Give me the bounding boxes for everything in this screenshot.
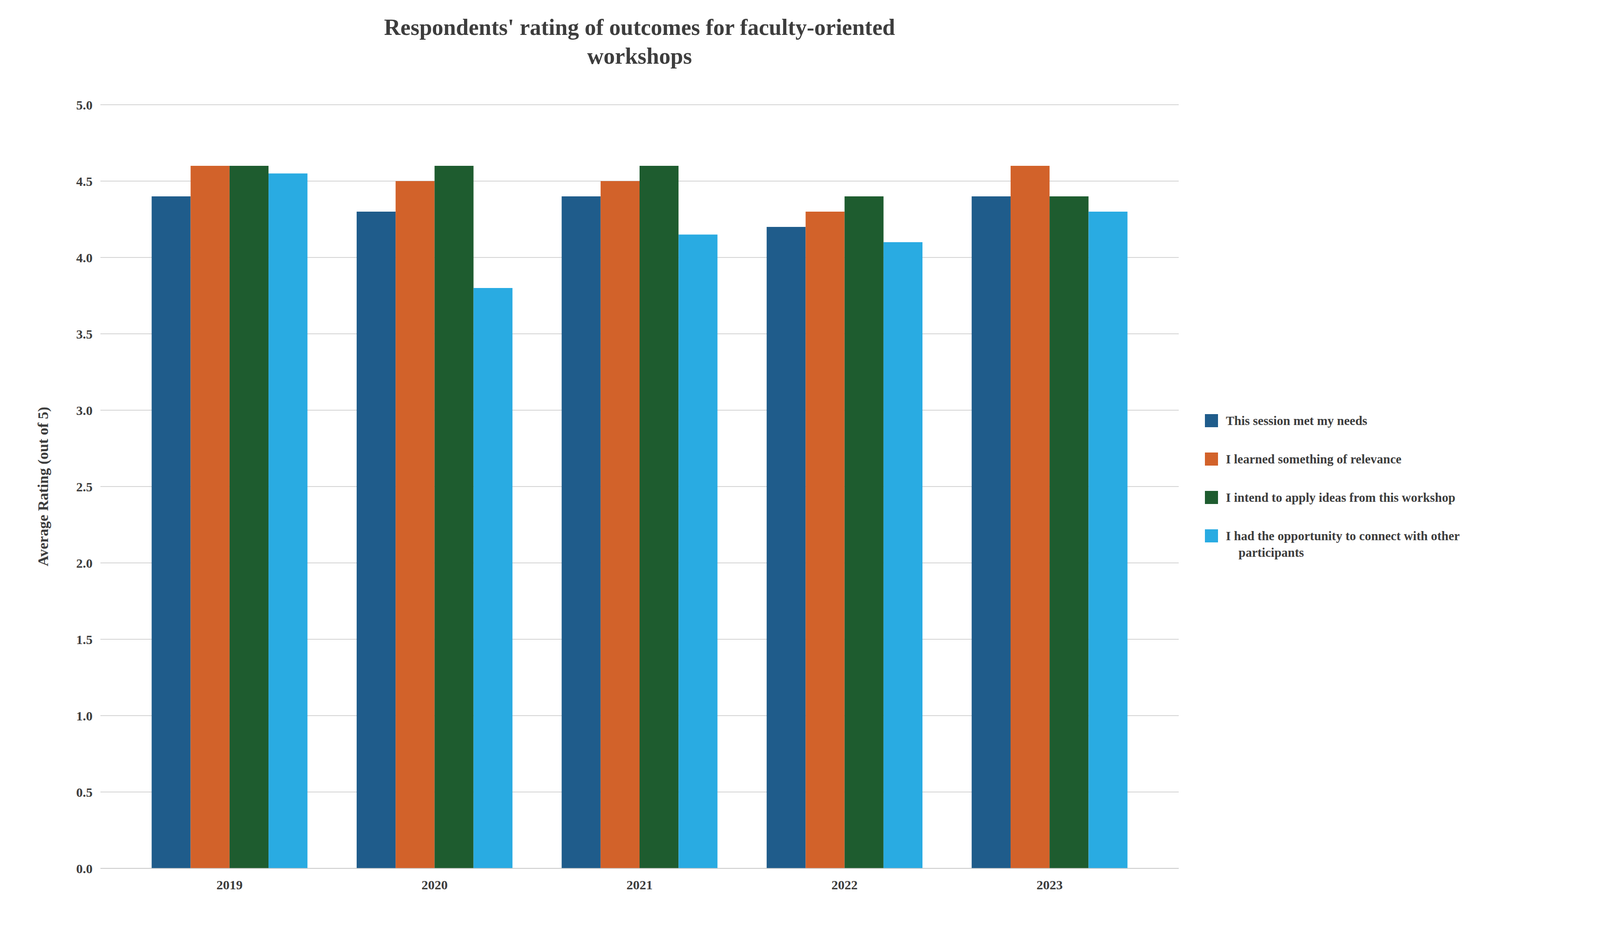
y-tick-label: 1.5 [76,632,93,647]
legend-label: This session met my needs [1225,413,1368,428]
bar [473,288,513,869]
bar [268,173,308,870]
y-axis-label: Average Rating (out of 5) [34,406,52,567]
legend-swatch [1204,529,1219,543]
bar [1049,196,1089,869]
bar [1088,211,1128,869]
bar [395,181,435,869]
grid-line [100,868,1179,870]
bar [151,196,191,869]
x-axis-line [100,868,1179,870]
bar [561,196,601,869]
bar [600,181,640,869]
bar [883,242,923,869]
grid [100,104,1179,869]
x-tick-label: 2022 [831,877,858,893]
legend-swatch [1204,414,1219,428]
y-tick-label: 2.5 [76,479,93,495]
y-tick-label: 3.5 [76,326,93,342]
x-tick-label: 2019 [216,877,243,893]
legend-swatch [1204,452,1219,466]
legend-swatch [1204,491,1219,505]
legend-label: I intend to apply ideas from this worksh… [1225,490,1456,505]
y-tick-label: 4.0 [76,250,93,265]
chart: Respondents' rating of outcomes for facu… [0,0,1600,936]
x-tick-label: 2023 [1036,877,1063,893]
bar [971,196,1011,869]
background [0,0,1600,936]
bar [766,227,806,869]
y-tick-label: 0.5 [76,785,93,800]
grid-line [100,104,1179,106]
legend-label: I learned something of relevance [1225,452,1402,467]
bar [434,165,474,869]
bar [678,234,718,870]
x-tick-label: 2021 [626,877,653,893]
y-tick-label: 1.0 [76,708,93,724]
bar [639,165,679,869]
y-tick-label: 4.5 [76,174,93,189]
bar [229,165,269,869]
bar [844,196,884,869]
legend-label: I had the opportunity to connect with ot… [1225,529,1460,560]
y-tick-label: 0.0 [76,861,93,877]
bar [805,211,845,869]
bars [151,165,1128,869]
title: Respondents' rating of outcomes for facu… [384,14,895,69]
y-tick-label: 2.0 [76,556,93,571]
bar [356,211,396,869]
bar [1010,165,1050,869]
legend: This session met my needs I learned somet… [1204,413,1460,560]
x-tick-label: 2020 [421,877,448,893]
bar [190,165,230,869]
y-tick-label: 5.0 [76,97,93,113]
y-tick-label: 3.0 [76,403,93,418]
